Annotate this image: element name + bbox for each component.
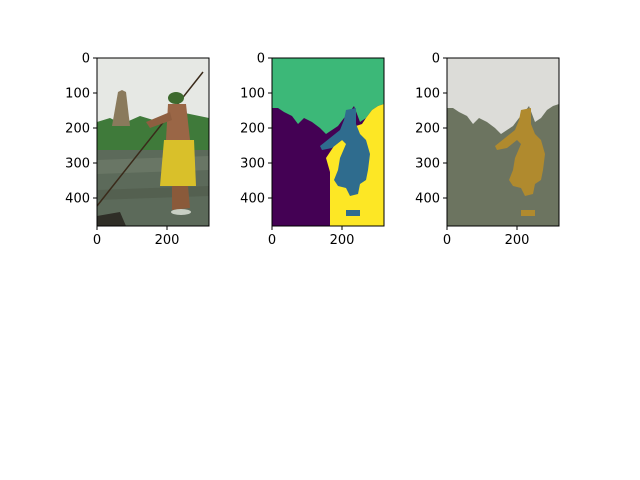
panel-mean-color	[446, 57, 560, 227]
y-tick-label: 0	[257, 52, 265, 67]
y-tick-label: 100	[240, 87, 265, 102]
mean-color-axes-frame	[446, 57, 560, 227]
panel-segmentation	[271, 57, 385, 227]
y-tick-label: 0	[82, 52, 90, 67]
photo-image	[97, 58, 209, 226]
y-tick-label: 100	[415, 87, 440, 102]
x-tick-label: 200	[505, 233, 530, 248]
tick-layer: 0 200 0 100 200 300 400 0 200 0 100 200 300 400 0 200 0 1…	[65, 52, 529, 249]
y-tick-label: 400	[65, 192, 90, 207]
mean-color-image	[447, 58, 559, 226]
x-tick-label: 200	[155, 233, 180, 248]
y-tick-label: 200	[65, 122, 90, 137]
y-tick-label: 300	[65, 157, 90, 172]
segmentation-axes-frame	[271, 57, 385, 227]
y-tick-label: 300	[415, 157, 440, 172]
y-tick-label: 0	[432, 52, 440, 67]
y-tick-label: 200	[415, 122, 440, 137]
y-tick-label: 300	[240, 157, 265, 172]
y-tick-label: 400	[240, 192, 265, 207]
segmentation-image	[272, 58, 384, 226]
y-tick-label: 100	[65, 87, 90, 102]
y-tick-label: 400	[415, 192, 440, 207]
panel-photo	[96, 57, 210, 227]
y-tick-label: 200	[240, 122, 265, 137]
x-tick-label: 200	[330, 233, 355, 248]
photo-axes-frame	[96, 57, 210, 227]
x-tick-label: 0	[268, 233, 276, 248]
x-tick-label: 0	[443, 233, 451, 248]
x-tick-label: 0	[93, 233, 101, 248]
